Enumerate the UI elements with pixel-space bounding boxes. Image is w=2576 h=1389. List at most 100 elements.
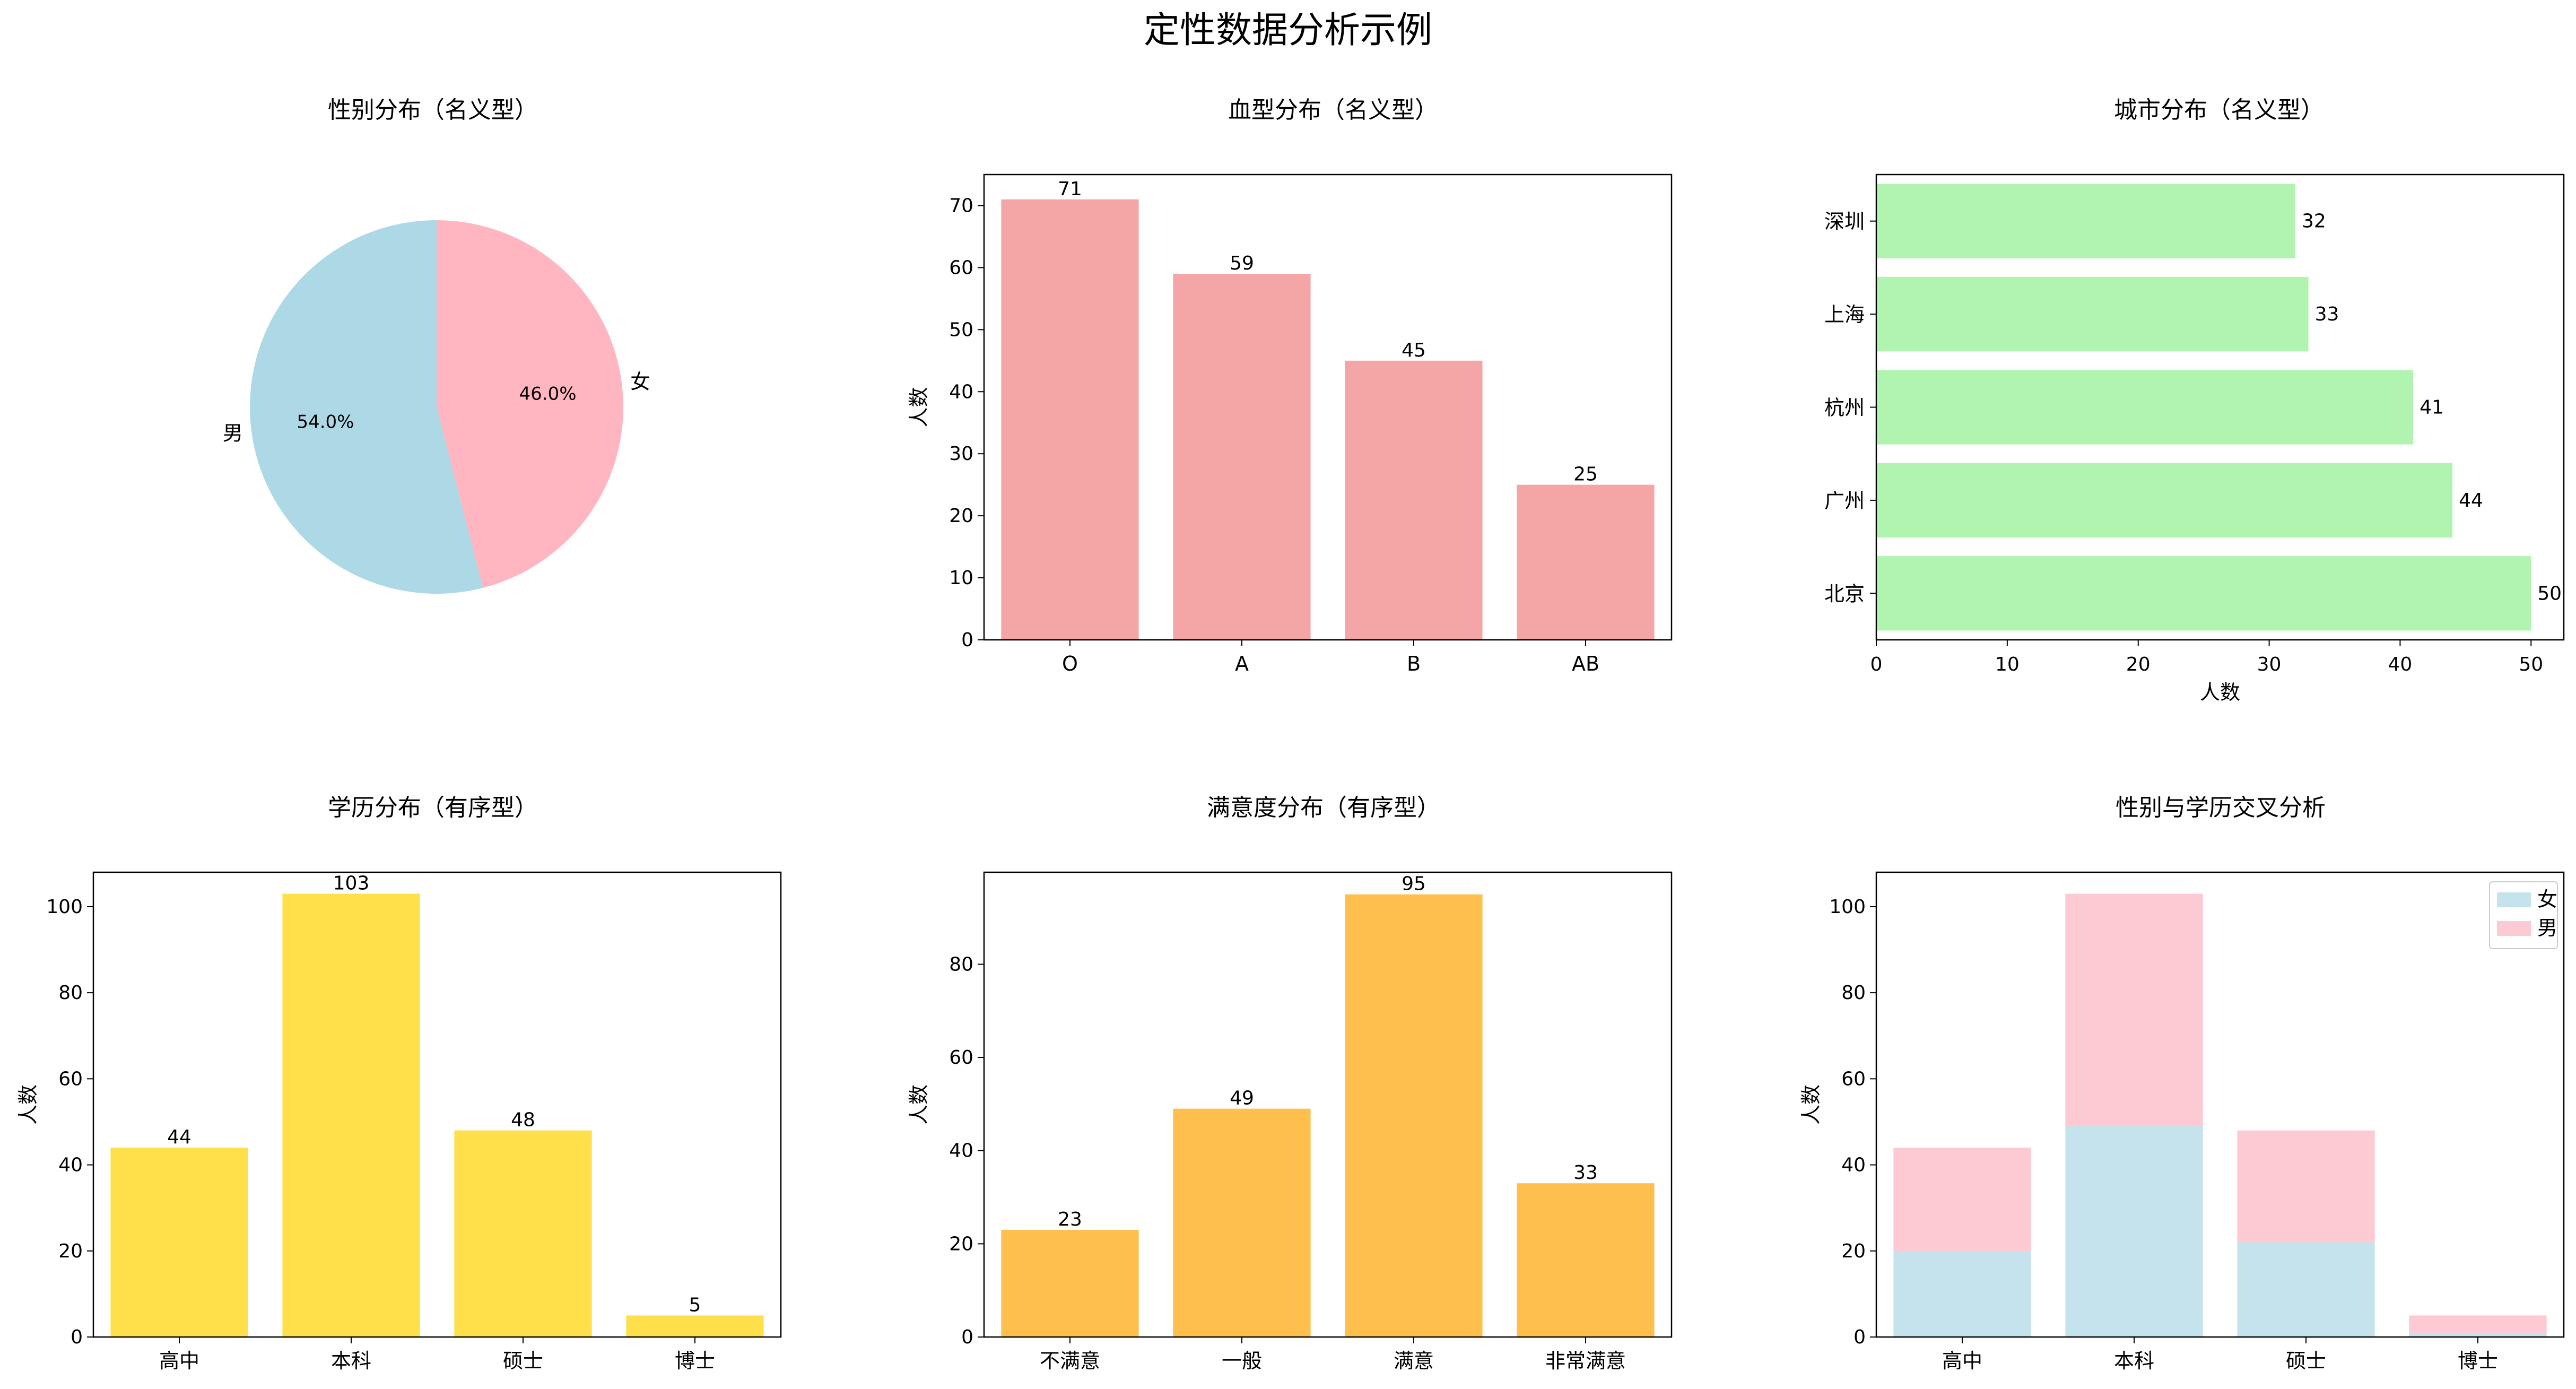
x-tick-label: 满意 xyxy=(1394,1349,1434,1373)
y-tick-label: 100 xyxy=(46,896,83,918)
pie-category-label: 男 xyxy=(223,422,243,445)
legend-label: 男 xyxy=(2537,916,2557,940)
bar xyxy=(1876,556,2531,631)
x-tick-label: 非常满意 xyxy=(1545,1349,1626,1373)
bar-value-label: 33 xyxy=(1573,1162,1598,1184)
y-axis-label: 人数 xyxy=(907,387,930,427)
y-tick-label: 40 xyxy=(58,1154,83,1176)
bar-value-label: 95 xyxy=(1402,873,1426,895)
x-tick-label: AB xyxy=(1572,652,1599,675)
chart-title: 性别分布（名义型） xyxy=(328,97,538,124)
y-tick-label: 20 xyxy=(1841,1240,1866,1262)
y-tick-label: 20 xyxy=(949,505,973,527)
bar-segment xyxy=(2409,1315,2547,1333)
bar-segment xyxy=(2237,1130,2375,1243)
bar-value-label: 33 xyxy=(2315,303,2339,325)
y-tick-label: 20 xyxy=(58,1240,83,1262)
axes-frame xyxy=(1875,871,2565,1338)
chart-title: 血型分布（名义型） xyxy=(1228,97,1438,124)
bar xyxy=(1517,484,1655,640)
chart-education: 学历分布（有序型） 0 20 40 60 80 100 高中 本科 硕士 博士 44 103 48 5 人数 xyxy=(16,794,782,1373)
y-tick-label: 上海 xyxy=(1824,303,1865,326)
bar-segment xyxy=(2065,1126,2203,1337)
x-tick-label: B xyxy=(1407,652,1421,675)
x-tick-label: 硕士 xyxy=(503,1349,543,1373)
pie-slice xyxy=(437,220,624,588)
x-tick-label: 50 xyxy=(2519,654,2543,675)
bar xyxy=(1173,274,1311,640)
bar-value-label: 103 xyxy=(333,873,370,895)
y-tick-label: 40 xyxy=(949,381,973,403)
y-tick-label: 60 xyxy=(1841,1068,1866,1090)
bar xyxy=(1001,199,1139,640)
y-axis-label: 人数 xyxy=(1799,1084,1823,1125)
chart-title: 满意度分布（有序型） xyxy=(1207,794,1440,821)
y-tick-label: 0 xyxy=(961,1326,973,1348)
x-tick-label: 高中 xyxy=(1942,1349,1982,1373)
figure-suptitle: 定性数据分析示例 xyxy=(1144,10,1432,51)
bar xyxy=(1876,370,2414,445)
x-tick-label: 10 xyxy=(1995,654,2020,675)
x-tick-label: 本科 xyxy=(2114,1349,2154,1373)
bar xyxy=(626,1315,764,1337)
y-tick-label: 60 xyxy=(949,1047,973,1069)
y-tick-label: 40 xyxy=(949,1140,973,1162)
x-tick-label: 硕士 xyxy=(2286,1349,2326,1373)
bar-value-label: 44 xyxy=(2459,490,2483,511)
bar-value-label: 23 xyxy=(1058,1209,1082,1230)
y-tick-label: 70 xyxy=(949,195,973,216)
bar-segment xyxy=(2065,893,2203,1126)
bar xyxy=(1876,184,2295,258)
y-axis-label: 人数 xyxy=(907,1084,930,1125)
y-tick-label: 杭州 xyxy=(1824,396,1865,420)
x-tick-label: 30 xyxy=(2257,654,2282,675)
y-tick-label: 10 xyxy=(949,567,973,589)
bar-value-label: 41 xyxy=(2420,397,2444,419)
x-tick-label: 博士 xyxy=(2458,1349,2498,1373)
chart-satisfaction: 满意度分布（有序型） 0 20 40 60 80 不满意 一般 满意 非常满意 23 49 95 33 人… xyxy=(907,794,1673,1373)
pie-category-label: 女 xyxy=(630,370,650,393)
bar xyxy=(1345,894,1483,1337)
y-tick-label: 20 xyxy=(949,1233,973,1255)
pie-value-label: 46.0% xyxy=(519,384,577,405)
bar xyxy=(1876,276,2309,352)
bar-segment xyxy=(2409,1332,2547,1337)
bar-segment xyxy=(1893,1148,2031,1251)
axes-frame xyxy=(983,871,1673,1338)
y-tick-label: 80 xyxy=(949,953,973,975)
x-axis-label: 人数 xyxy=(2200,681,2240,704)
x-tick-label: 本科 xyxy=(331,1349,371,1373)
chart-title: 城市分布（名义型） xyxy=(2114,97,2324,124)
y-tick-label: 北京 xyxy=(1824,582,1865,605)
y-tick-label: 广州 xyxy=(1824,489,1865,513)
bar xyxy=(1876,463,2453,538)
bar-value-label: 25 xyxy=(1573,464,1598,485)
x-tick-label: 20 xyxy=(2126,654,2151,675)
bar-value-label: 5 xyxy=(689,1294,701,1316)
bar-value-label: 48 xyxy=(511,1109,535,1131)
axes-frame xyxy=(1875,173,2565,641)
chart-title: 性别与学历交叉分析 xyxy=(2116,794,2326,821)
y-tick-label: 30 xyxy=(949,443,973,465)
y-tick-label: 60 xyxy=(949,257,973,279)
bar xyxy=(1345,360,1483,640)
bar xyxy=(1173,1108,1311,1337)
bar xyxy=(1517,1183,1655,1337)
bar xyxy=(282,893,420,1337)
bar-segment xyxy=(2237,1242,2375,1337)
bar xyxy=(1001,1230,1139,1337)
y-tick-label: 50 xyxy=(949,319,973,341)
legend-label: 女 xyxy=(2537,888,2557,911)
y-axis-label: 人数 xyxy=(16,1084,40,1125)
chart-gender-pie: 性别分布（名义型） 54.0% 男 46.0% 女 xyxy=(223,97,650,594)
axes-frame xyxy=(92,871,782,1338)
y-tick-label: 0 xyxy=(71,1326,83,1348)
bar xyxy=(110,1148,248,1337)
x-tick-label: 0 xyxy=(1870,654,1883,675)
x-tick-label: A xyxy=(1235,652,1249,675)
x-tick-label: 高中 xyxy=(159,1349,199,1373)
bar-value-label: 44 xyxy=(167,1126,192,1148)
